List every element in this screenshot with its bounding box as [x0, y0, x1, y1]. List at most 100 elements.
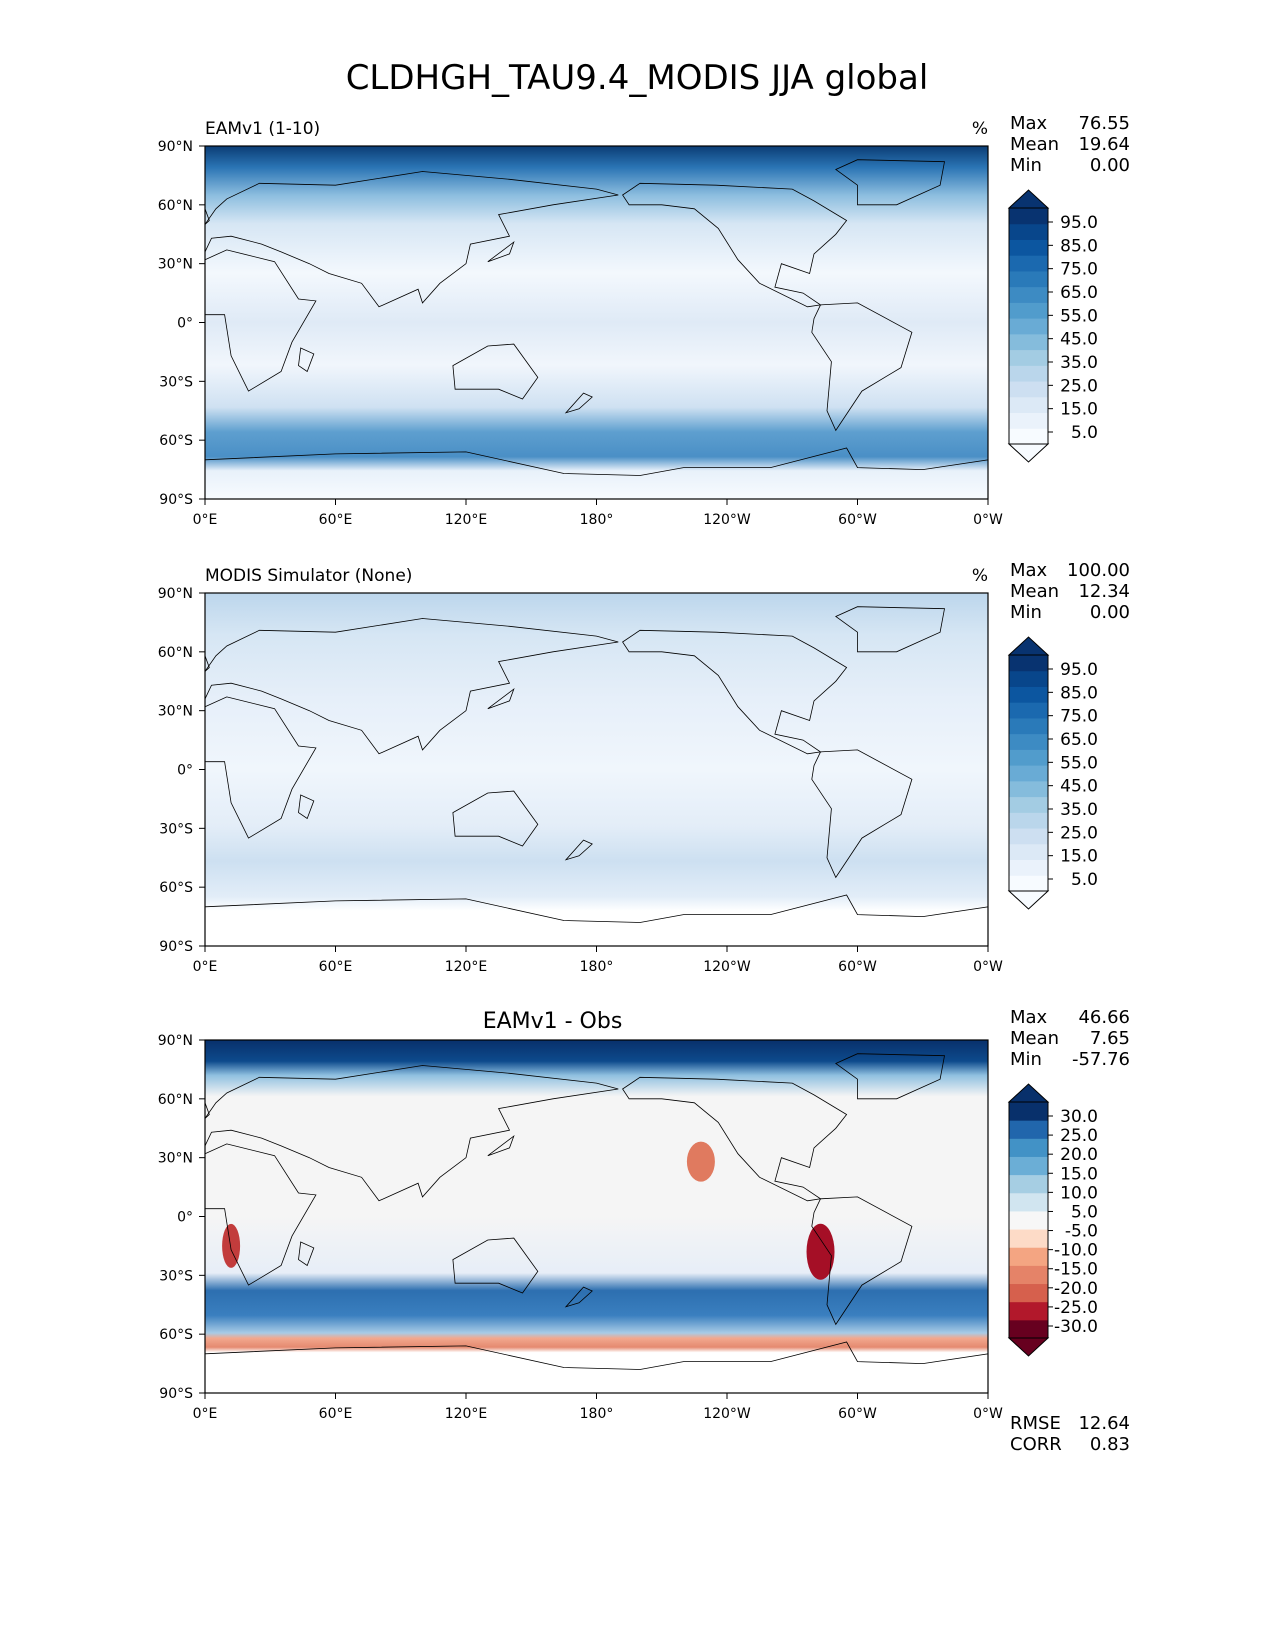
colorbar-tick-label: 30.0 — [1060, 1107, 1098, 1127]
coastline-4 — [811, 1196, 913, 1326]
colorbar-tick-label: 55.0 — [1060, 306, 1098, 326]
colorbar-segment — [1009, 843, 1048, 861]
coastline-3 — [622, 182, 848, 308]
colorbar-tick-label: 5.0 — [1071, 870, 1098, 890]
coastline-2 — [452, 1237, 539, 1294]
stat-label-max: Max — [1010, 113, 1048, 134]
footer-stat-label-rmse: RMSE — [1010, 1413, 1061, 1434]
colorbar-segment — [1009, 1156, 1048, 1176]
x-tick-label: 0°E — [193, 512, 218, 528]
stat-label-min: Min — [1010, 155, 1042, 176]
coastline-2 — [452, 790, 539, 847]
stat-value-min: 0.00 — [1090, 602, 1130, 623]
colorbar-frame — [1008, 1101, 1049, 1339]
colorbar-segment — [1009, 349, 1048, 366]
colorbar-segment — [1009, 1265, 1048, 1285]
colorbar-extend-max — [1007, 1083, 1050, 1103]
colorbar-segment — [1009, 365, 1048, 382]
coastline-1 — [204, 171, 619, 308]
colorbar-tick-label: 25.0 — [1060, 823, 1098, 843]
y-tick-label: 0° — [177, 1210, 193, 1226]
coastline-9 — [564, 1286, 593, 1308]
colorbar-tick-label: -20.0 — [1054, 1279, 1098, 1299]
y-tick-label: 30°N — [158, 1151, 193, 1167]
colorbar-extend-min — [1007, 1337, 1050, 1357]
x-tick-label: 60°W — [838, 959, 877, 975]
x-tick-label: 120°W — [703, 959, 751, 975]
coastline-8 — [487, 687, 515, 710]
colorbar-tick-label: -10.0 — [1054, 1241, 1098, 1261]
y-tick-label: 90°N — [158, 139, 193, 155]
colorbar-extend-max — [1007, 636, 1050, 656]
colorbar-tick-label: 85.0 — [1060, 683, 1098, 703]
stat-value-max: 46.66 — [1078, 1007, 1130, 1028]
coastline-5 — [835, 1053, 945, 1100]
map-field-3 — [205, 1040, 988, 1393]
coastline-4 — [811, 749, 913, 879]
colorbar-segment — [1009, 1247, 1048, 1266]
x-tick-label: 180° — [580, 959, 614, 975]
coastline-2 — [452, 343, 539, 400]
colorbar-frame — [1008, 654, 1049, 892]
colorbar-frame — [1008, 207, 1049, 445]
colorbar-extend-min — [1007, 443, 1050, 463]
figure-title: CLDHGH_TAU9.4_MODIS JJA global — [346, 58, 929, 98]
footer-stat-value-rmse: 12.64 — [1078, 1413, 1130, 1434]
colorbar-segment — [1009, 239, 1048, 256]
stat-value-max: 100.00 — [1067, 560, 1130, 581]
coastline-0 — [204, 696, 317, 839]
coastline-1 — [204, 1065, 619, 1202]
stat-value-mean: 7.65 — [1090, 1028, 1130, 1049]
y-tick-label: 90°S — [159, 1386, 193, 1402]
panel-units: % — [972, 119, 988, 139]
colorbar-segment — [1009, 670, 1048, 687]
y-tick-label: 90°N — [158, 586, 193, 602]
colorbar-tick-label: 75.0 — [1060, 707, 1098, 727]
coastline-1 — [204, 618, 619, 755]
colorbar-segment — [1009, 812, 1048, 829]
y-tick-label: 0° — [177, 763, 193, 779]
colorbar-segment — [1009, 875, 1048, 892]
y-tick-label: 30°N — [158, 704, 193, 720]
x-tick-label: 120°E — [445, 512, 488, 528]
colorbar-tick-label: 65.0 — [1060, 283, 1098, 303]
coastline-9 — [564, 839, 593, 861]
coastline-7 — [298, 347, 315, 373]
chart-panel-3: EAMv1 - Obs Max 46.66 Mean 7.65 Min -57.76 RMSE… — [158, 1007, 1130, 1455]
footer-stat-value-corr: 0.83 — [1090, 1434, 1130, 1455]
colorbar-tick-label: 25.0 — [1060, 1126, 1098, 1146]
colorbar-segment — [1009, 796, 1048, 813]
stat-label-min: Min — [1010, 1049, 1042, 1070]
x-tick-label: 0°E — [193, 1406, 218, 1422]
map-field-1 — [205, 146, 988, 499]
coastline-9 — [564, 392, 593, 414]
stat-value-mean: 19.64 — [1078, 134, 1130, 155]
colorbar-segment — [1009, 780, 1048, 798]
coastline-3 — [622, 1076, 848, 1202]
x-tick-label: 0°W — [973, 512, 1003, 528]
map-anomaly-north-pacific — [686, 1141, 715, 1182]
colorbar-segment — [1009, 1138, 1048, 1157]
colorbar-extend-min — [1007, 890, 1050, 910]
coastline-5 — [835, 159, 945, 206]
stat-label-max: Max — [1010, 560, 1048, 581]
colorbar-segment — [1009, 428, 1048, 445]
x-tick-label: 60°W — [838, 512, 877, 528]
colorbar-tick-label: -5.0 — [1065, 1222, 1098, 1242]
colorbar-segment — [1009, 655, 1048, 672]
y-tick-label: 90°S — [159, 939, 193, 955]
colorbar-tick-label: 35.0 — [1060, 353, 1098, 373]
coastline-8 — [487, 1134, 515, 1157]
colorbar-segment — [1009, 318, 1048, 335]
y-tick-label: 30°S — [159, 1268, 193, 1284]
chart-panel-2: MODIS Simulator (None)% Max 100.00 Mean 12.3… — [158, 560, 1130, 975]
stat-value-max: 76.55 — [1078, 113, 1130, 134]
y-tick-label: 60°S — [159, 880, 193, 896]
colorbar-segment — [1009, 702, 1048, 719]
coastline-0 — [204, 1143, 317, 1286]
colorbar-segment — [1009, 302, 1048, 319]
colorbar-segment — [1009, 1192, 1048, 1212]
colorbar-segment — [1009, 1210, 1048, 1230]
x-tick-label: 0°W — [973, 959, 1003, 975]
